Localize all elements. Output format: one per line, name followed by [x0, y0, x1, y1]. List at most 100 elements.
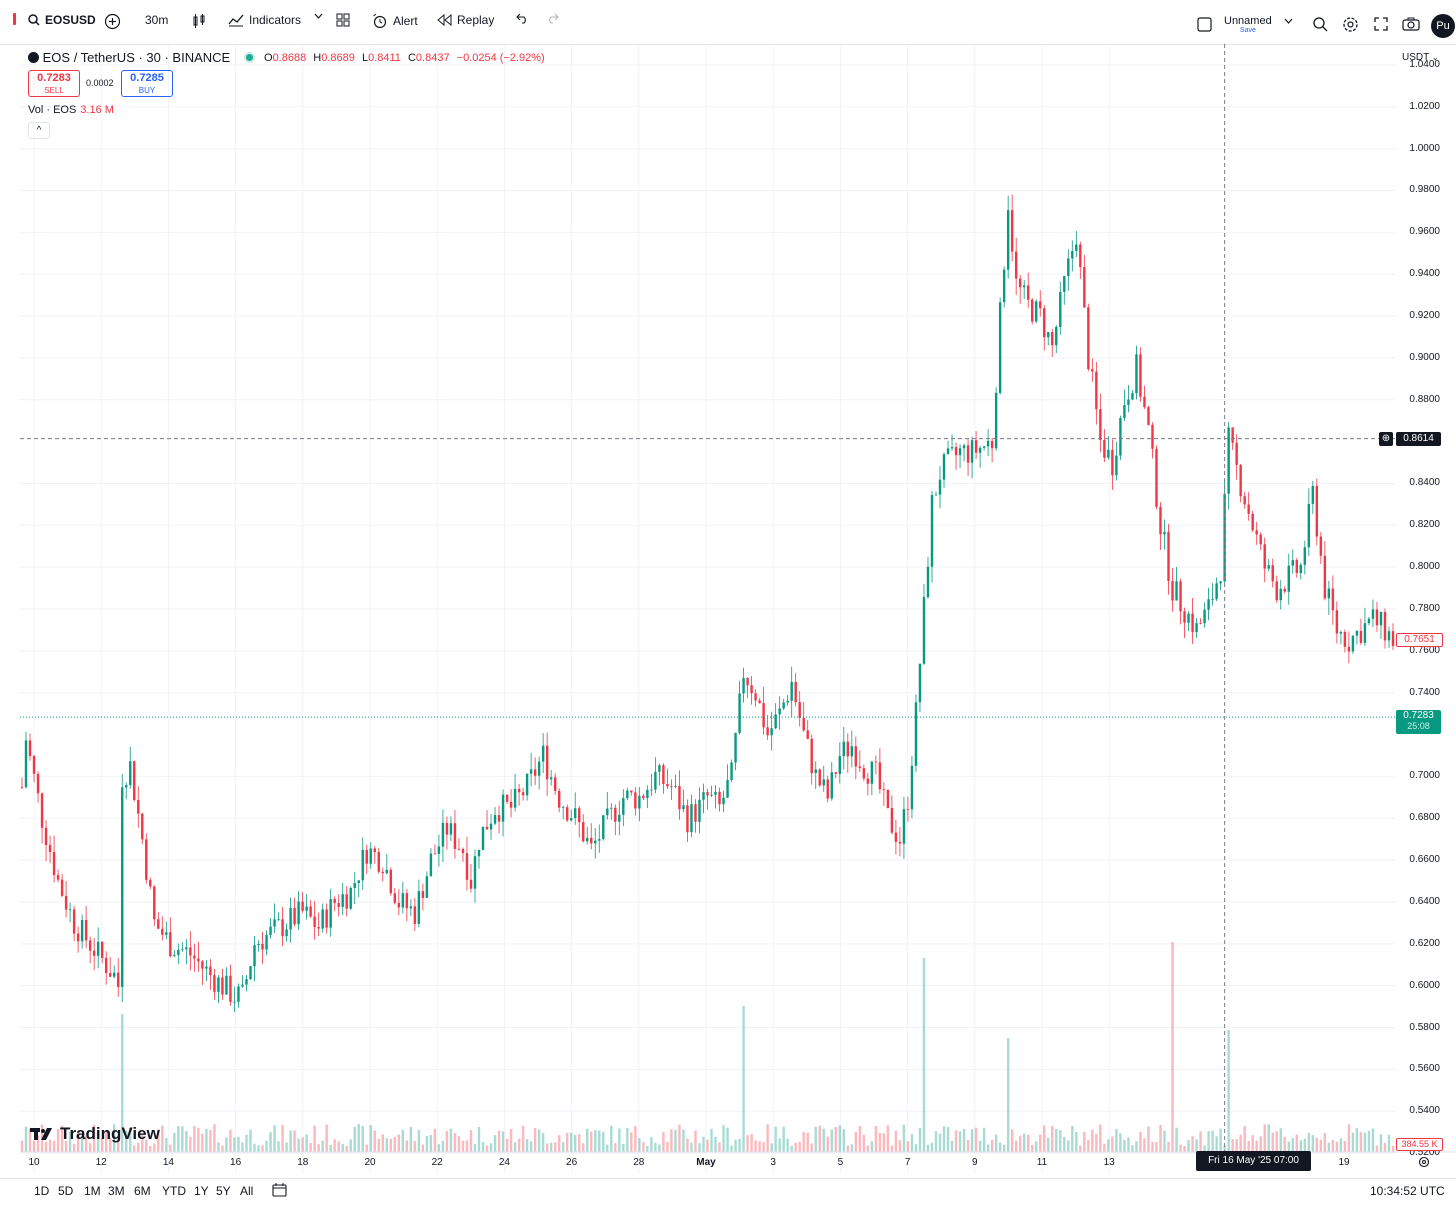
volume-bar [1367, 1130, 1371, 1152]
sell-button[interactable]: 0.7283 SELL [28, 70, 80, 97]
candle-body [1375, 609, 1379, 626]
candle-body [201, 961, 204, 969]
avatar[interactable]: Pu [1431, 14, 1455, 38]
candle-body [1207, 599, 1210, 610]
candle-body [1259, 534, 1262, 545]
candle-body [417, 891, 421, 924]
undo-button[interactable] [516, 13, 529, 24]
redo-button[interactable] [546, 13, 559, 24]
symbol-search-button[interactable]: EOSUSD [28, 13, 96, 27]
range-button-3m[interactable]: 3M [108, 1184, 125, 1198]
candle-body [586, 837, 589, 842]
candle-body [842, 741, 846, 757]
candle-body [1291, 560, 1294, 566]
volume-bar [64, 1140, 68, 1152]
candle-body [814, 769, 817, 774]
volume-bar [838, 1125, 841, 1152]
volume-bar [1347, 1124, 1351, 1152]
candle-body [806, 730, 809, 739]
candle-body [1014, 251, 1018, 279]
candle-body [481, 826, 485, 850]
volume-bar [674, 1129, 677, 1152]
replay-button[interactable]: Replay [437, 13, 494, 27]
replay-label: Replay [457, 13, 495, 27]
fullscreen-icon [1374, 17, 1388, 31]
candle-body [1335, 610, 1339, 634]
range-button-ytd[interactable]: YTD [162, 1184, 186, 1198]
chart-type-button[interactable] [192, 13, 206, 29]
candle-body [457, 848, 461, 850]
volume-bar [205, 1128, 208, 1152]
range-button-1y[interactable]: 1Y [194, 1184, 209, 1198]
volume-bar [473, 1143, 477, 1152]
utc-clock[interactable]: 10:34:52 UTC [1370, 1184, 1445, 1198]
layout-dropdown[interactable] [1284, 18, 1293, 24]
volume-bar [257, 1145, 260, 1152]
collapse-legend-button[interactable]: ^ [28, 122, 50, 139]
volume-bar [157, 1129, 160, 1152]
volume-bar [269, 1132, 272, 1152]
range-button-5d[interactable]: 5D [58, 1184, 74, 1198]
quick-search-button[interactable] [1312, 16, 1328, 32]
candle-body [670, 786, 673, 788]
date-range-button[interactable] [272, 1182, 287, 1197]
timezone-settings-button[interactable] [1418, 1156, 1430, 1168]
price-chart[interactable] [20, 44, 1456, 1174]
compare-button[interactable] [104, 13, 121, 30]
add-alert-plus-icon[interactable]: ⊕ [1379, 432, 1393, 446]
layout-checkbox[interactable] [1197, 17, 1212, 32]
currency-selector[interactable]: USDT ⌄ [1402, 52, 1439, 63]
volume-bar [381, 1134, 384, 1152]
candle-body [517, 788, 521, 793]
alert-button[interactable]: Alert [372, 13, 418, 29]
candle-body [129, 761, 132, 786]
volume-bar [618, 1128, 621, 1152]
open-label: O [264, 52, 273, 64]
volume-bar [537, 1129, 541, 1152]
chevron-down-icon [314, 13, 323, 19]
candle-body [20, 786, 24, 788]
candle-body [413, 906, 417, 924]
candle-body [493, 815, 497, 824]
candle-body [68, 909, 72, 911]
range-button-1m[interactable]: 1M [84, 1184, 101, 1198]
candle-body [1287, 565, 1290, 592]
range-button-1d[interactable]: 1D [34, 1184, 50, 1198]
volume-bar [141, 1135, 144, 1152]
price-tick: 0.5400 [1409, 1105, 1440, 1117]
volume-bar [225, 1137, 228, 1152]
layout-name-button[interactable]: Unnamed Save [1224, 15, 1272, 34]
candle-body [1115, 455, 1118, 476]
candle-body [1127, 399, 1130, 406]
volume-bar [890, 1145, 894, 1152]
candle-body [854, 746, 858, 767]
screenshot-button[interactable] [1402, 17, 1420, 31]
candle-body [433, 853, 437, 855]
range-button-all[interactable]: All [240, 1184, 254, 1198]
volume-bar [926, 1144, 930, 1152]
indicators-button[interactable]: Indicators [228, 13, 301, 27]
volume-bar [1219, 1128, 1222, 1152]
volume-bar [465, 1140, 469, 1152]
fullscreen-button[interactable] [1374, 17, 1388, 31]
volume-bar [325, 1124, 328, 1152]
candle-body [489, 823, 493, 830]
indicators-dropdown[interactable] [314, 13, 323, 19]
range-button-6m[interactable]: 6M [134, 1184, 151, 1198]
candle-body [525, 773, 529, 796]
volume-bar [100, 1138, 104, 1152]
interval-button[interactable]: 30m [145, 13, 168, 27]
volume-bar [277, 1141, 280, 1152]
volume-bar [970, 1129, 974, 1152]
candle-body [477, 849, 481, 857]
range-button-5y[interactable]: 5Y [216, 1184, 231, 1198]
crosshair-time-tag: Fri 16 May '25 07:00 [1196, 1151, 1311, 1171]
price-tick: 0.9600 [1409, 226, 1440, 238]
tradingview-logo[interactable]: TradingView [30, 1124, 160, 1144]
settings-button[interactable] [1342, 16, 1359, 33]
buy-button[interactable]: 0.7285 BUY [121, 70, 173, 97]
candle-body [590, 837, 593, 844]
candle-body [894, 832, 898, 842]
chart-area[interactable] [20, 44, 1456, 1174]
templates-button[interactable] [336, 13, 350, 27]
